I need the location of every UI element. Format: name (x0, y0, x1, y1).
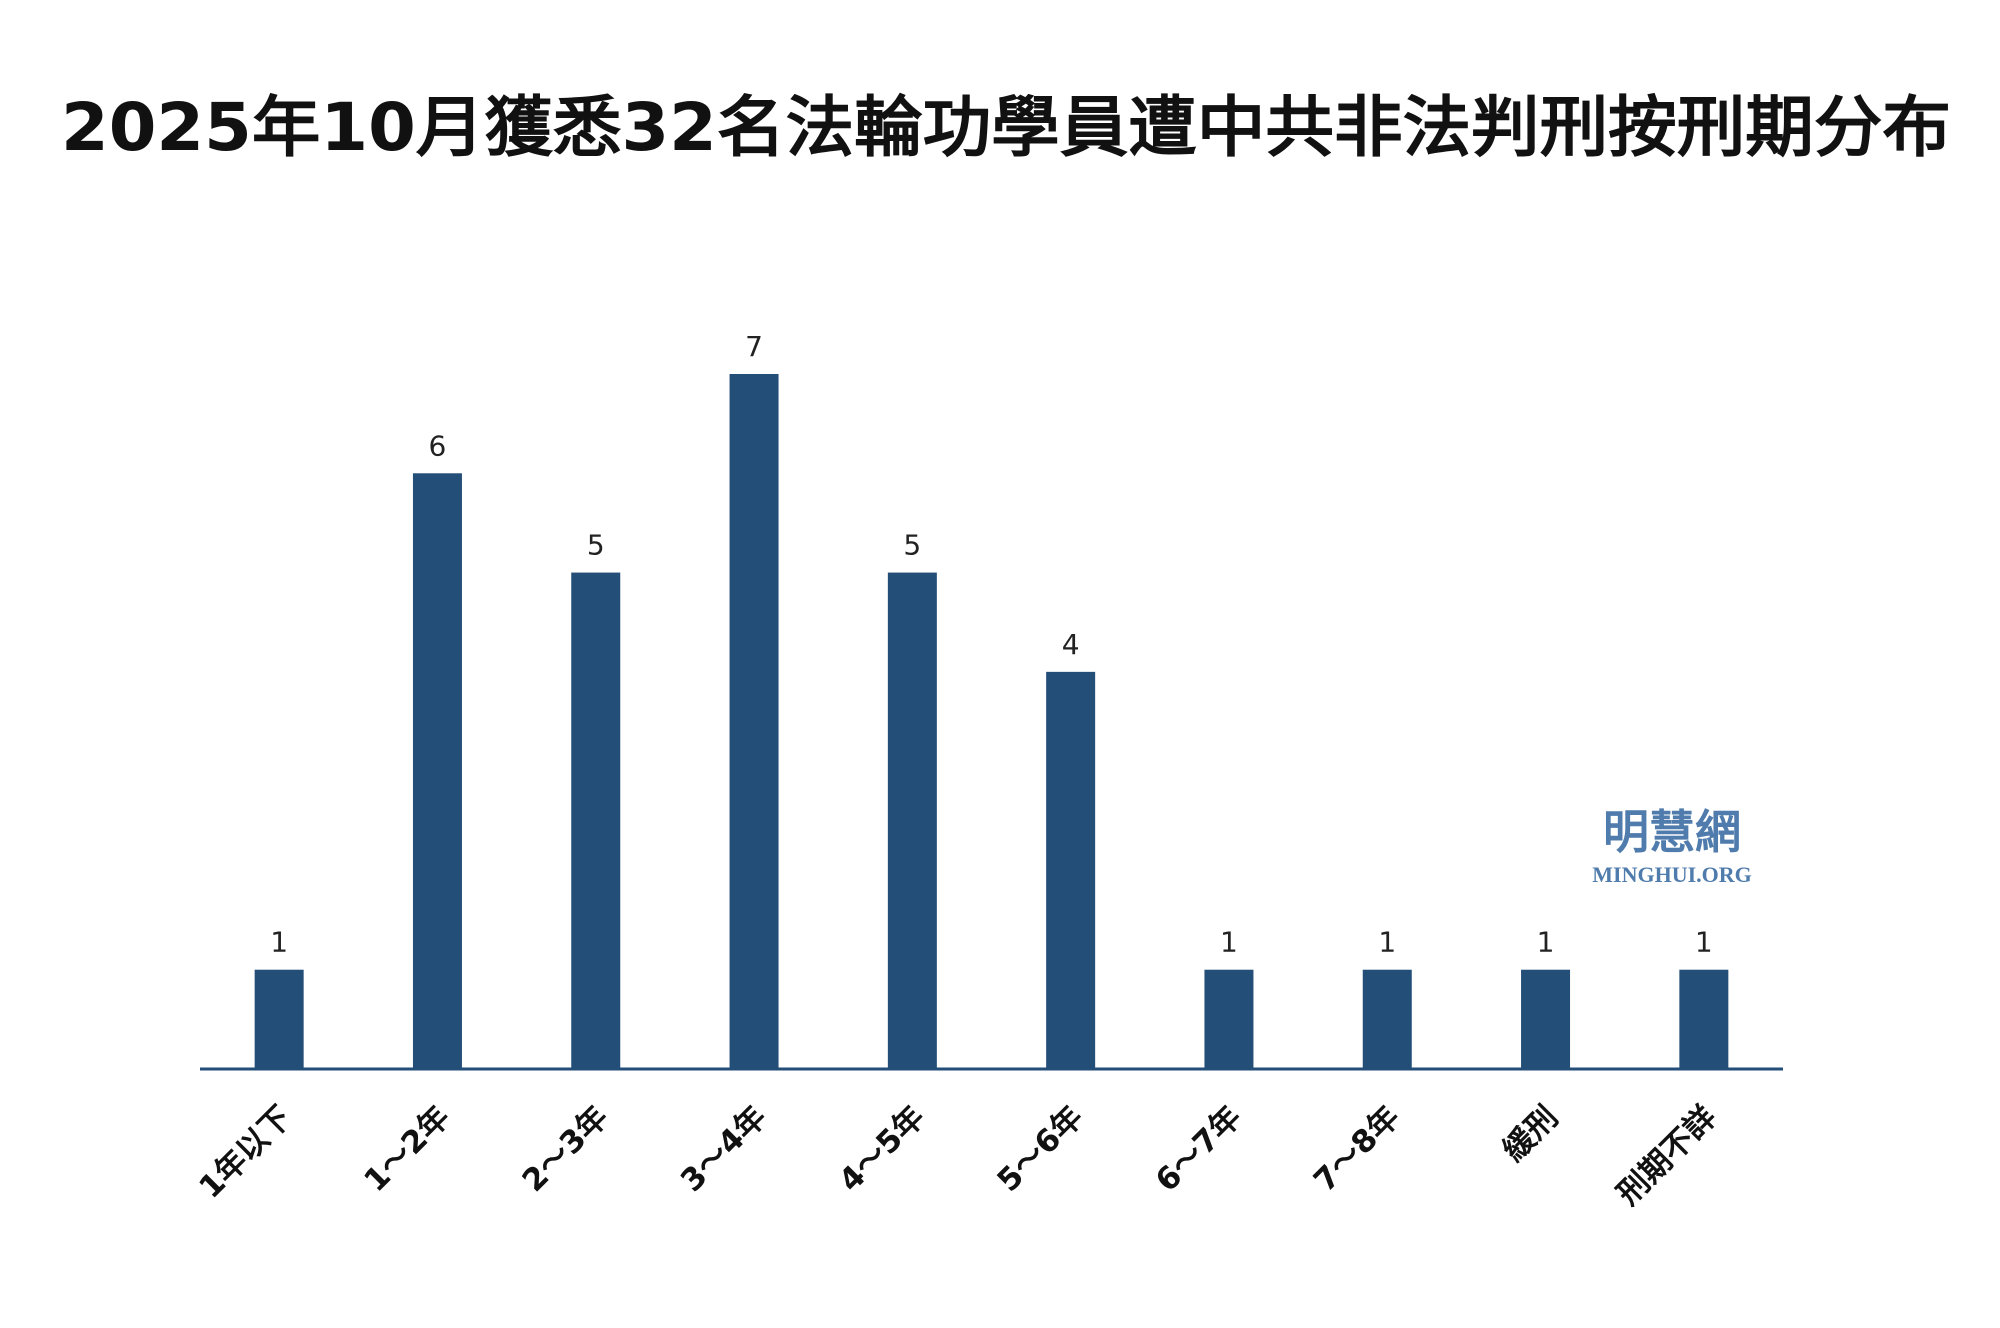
x-tick-label: 1年以下 (192, 1099, 298, 1205)
data-label: 1 (270, 926, 288, 959)
bar (1521, 969, 1571, 1069)
watermark-url: MINGHUI.ORG (1592, 862, 1752, 887)
bar (1679, 969, 1729, 1069)
bar (1362, 969, 1412, 1069)
x-tick-label: 1～2年 (357, 1099, 457, 1199)
data-label: 6 (429, 429, 447, 462)
bar (887, 572, 937, 1069)
x-tick-label: 3～4年 (674, 1099, 774, 1199)
bar (1204, 969, 1254, 1069)
bar (254, 969, 304, 1069)
bar (571, 572, 621, 1069)
data-label: 1 (1378, 926, 1396, 959)
x-tick-label: 6～7年 (1149, 1099, 1249, 1199)
chart-title: 2025年10月獲悉32名法輪功學員遭中共非法判刑按刑期分布 (61, 89, 1951, 166)
bar (1046, 671, 1096, 1069)
watermark-name: 明慧網 (1603, 805, 1741, 859)
data-label: 7 (745, 330, 763, 363)
x-tick-label: 緩刑 (1496, 1099, 1565, 1168)
data-label: 5 (903, 529, 921, 562)
x-tick-label: 2～3年 (516, 1099, 616, 1199)
x-tick-label: 7～8年 (1307, 1099, 1407, 1199)
x-tick-label: 5～6年 (991, 1099, 1091, 1199)
x-tick-label: 刑期不詳 (1610, 1099, 1723, 1212)
data-label: 1 (1220, 926, 1238, 959)
data-label: 1 (1695, 926, 1713, 959)
data-label: 4 (1062, 628, 1080, 661)
x-tick-label: 4～5年 (832, 1099, 932, 1199)
data-label: 1 (1537, 926, 1555, 959)
bar (729, 374, 779, 1069)
data-label: 5 (587, 529, 605, 562)
bar (412, 473, 462, 1069)
